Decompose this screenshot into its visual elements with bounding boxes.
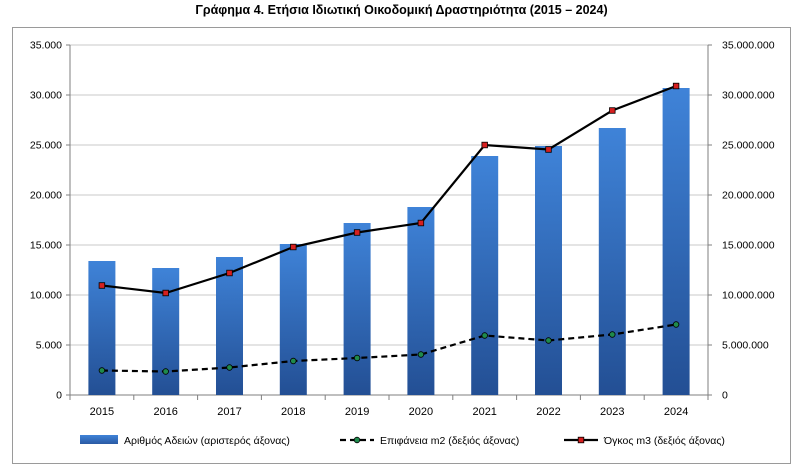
bar: [407, 207, 435, 395]
y-right-tick-label: 25.000.000: [722, 140, 775, 152]
point-marker: [545, 146, 552, 153]
x-tick-label: 2021: [472, 406, 496, 418]
x-tick-label: 2018: [281, 406, 305, 418]
y-left-tick-label: 0: [56, 390, 62, 402]
bar: [598, 128, 626, 395]
bar: [535, 146, 562, 395]
x-tick-label: 2015: [90, 406, 114, 418]
line-series: [98, 82, 680, 375]
y-left-tick-label: 25.000: [30, 140, 62, 152]
y-left-tick-label: 10.000: [30, 290, 62, 302]
y-right-tick-label: 30.000.000: [722, 90, 775, 102]
bar: [88, 261, 116, 395]
point-marker: [290, 243, 297, 251]
y-right-tick-label: 35.000.000: [722, 40, 775, 52]
point-marker: [162, 368, 169, 375]
y-left-tick-label: 35.000: [30, 40, 62, 52]
bar: [279, 244, 307, 395]
legend-marker-m2: [353, 436, 361, 444]
legend-label-m2: Επιφάνεια m2 (δεξιός άξονας): [380, 435, 519, 447]
x-tick-label: 2019: [345, 406, 369, 418]
bar: [662, 88, 690, 395]
point-marker: [226, 364, 233, 371]
line-surface-m2: [101, 323, 677, 373]
point-marker: [353, 229, 361, 236]
y-left-tick-label: 5.000: [36, 340, 62, 352]
point-marker: [98, 282, 106, 289]
legend-marker-m3: [577, 436, 585, 444]
point-marker: [353, 354, 361, 362]
bar: [216, 257, 243, 395]
bar: [152, 268, 180, 395]
bar-series: [88, 88, 690, 395]
chart-title: Γράφημα 4. Ετήσια Ιδιωτική Οικοδομική Δρ…: [195, 3, 608, 17]
legend-swatch-bar: [80, 435, 118, 444]
point-marker: [98, 367, 106, 374]
point-marker: [672, 321, 680, 328]
point-marker: [290, 357, 297, 365]
point-marker: [162, 289, 169, 297]
point-marker: [226, 269, 233, 277]
point-marker: [481, 141, 488, 149]
point-marker: [672, 82, 680, 90]
x-tick-label: 2017: [217, 406, 241, 418]
tick-labels: 0 5.000 10.000 15.000 20.000 25.000 30.000 35.0…: [30, 40, 775, 419]
legend-label-bar: Αριθμός Αδειών (αριστερός άξονας): [124, 435, 290, 447]
x-tick-label: 2020: [409, 406, 433, 418]
x-tick-label: 2022: [536, 406, 560, 418]
x-tick-label: 2023: [600, 406, 624, 418]
point-marker: [545, 337, 552, 344]
point-marker: [609, 331, 616, 338]
y-left-tick-label: 20.000: [30, 190, 62, 202]
x-tick-label: 2016: [153, 406, 177, 418]
line-volume-m3: [101, 84, 677, 295]
chart-frame: [12, 27, 791, 464]
y-left-tick-label: 15.000: [30, 240, 62, 252]
point-marker: [417, 219, 425, 227]
y-right-tick-label: 5.000.000: [722, 340, 769, 352]
y-right-tick-label: 0: [722, 390, 728, 402]
y-right-tick-label: 10.000.000: [722, 290, 775, 302]
y-right-tick-label: 15.000.000: [722, 240, 775, 252]
point-marker: [417, 351, 425, 358]
bar: [343, 223, 371, 395]
legend: Αριθμός Αδειών (αριστερός άξονας) Επιφάνε…: [80, 435, 725, 447]
legend-label-m3: Όγκος m3 (δεξιός άξονας): [603, 435, 725, 447]
point-marker: [609, 107, 616, 114]
point-marker: [481, 332, 488, 339]
x-tick-label: 2024: [664, 406, 688, 418]
bar: [471, 156, 499, 395]
y-right-tick-label: 20.000.000: [722, 190, 775, 202]
y-left-tick-label: 30.000: [30, 90, 62, 102]
